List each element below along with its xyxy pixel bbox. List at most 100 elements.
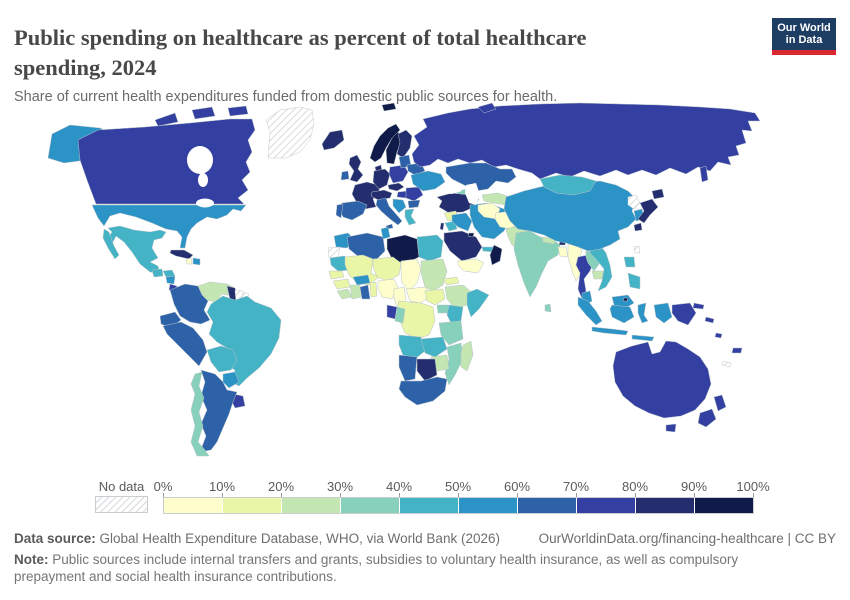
country-liberia[interactable] (336, 288, 353, 300)
country-jordan[interactable] (444, 220, 458, 232)
country-tanzania[interactable] (438, 320, 464, 346)
legend-cell-70-80%[interactable] (577, 498, 636, 513)
country-serbia[interactable] (392, 198, 407, 214)
country-mongolia[interactable] (539, 174, 597, 196)
country-iraq[interactable] (451, 212, 473, 232)
country-south-sudan[interactable] (424, 288, 446, 306)
country-japan[interactable] (651, 188, 665, 200)
country-brunei[interactable] (622, 297, 629, 302)
country-iceland[interactable] (321, 129, 345, 151)
country-guatemala[interactable] (151, 268, 164, 278)
country-australia[interactable] (665, 423, 677, 433)
country-chad[interactable] (400, 258, 422, 292)
country-madagascar[interactable] (460, 340, 474, 372)
country-namibia[interactable] (398, 354, 418, 382)
country-indonesia[interactable] (577, 296, 603, 326)
country-south-africa[interactable] (398, 376, 448, 406)
legend-cell-0-10%[interactable] (164, 498, 223, 513)
country-germany[interactable] (372, 168, 391, 190)
country-brazil[interactable] (206, 295, 282, 387)
country-burkina-faso[interactable] (352, 274, 371, 286)
country-philippines[interactable] (627, 272, 641, 290)
country-vietnam[interactable] (589, 244, 613, 292)
country-botswana[interactable] (416, 358, 438, 382)
country-central-african-republic[interactable] (405, 286, 431, 304)
footer-link[interactable]: OurWorldinData.org/financing-healthcare … (538, 531, 836, 546)
country-new-zealand[interactable] (713, 394, 727, 412)
country-taiwan[interactable] (633, 245, 641, 254)
country-egypt[interactable] (416, 234, 444, 262)
country-paraguay[interactable] (222, 371, 240, 389)
country-colombia[interactable] (169, 283, 211, 325)
country-united-kingdom[interactable] (348, 154, 364, 183)
legend-cell-80-90%[interactable] (636, 498, 695, 513)
legend-cell-50-60%[interactable] (459, 498, 518, 513)
country-cuba[interactable] (169, 249, 194, 260)
country-papua-new-guinea[interactable] (671, 302, 697, 326)
country-yemen[interactable] (457, 258, 485, 274)
country-argentina[interactable] (199, 369, 238, 453)
country-canada[interactable] (77, 118, 256, 205)
country-australia[interactable] (612, 340, 712, 419)
country-mexico[interactable] (107, 225, 167, 275)
legend-cell-40-50%[interactable] (400, 498, 459, 513)
country-indonesia[interactable] (653, 302, 673, 324)
country-portugal[interactable] (335, 203, 344, 219)
owid-logo[interactable]: Our World in Data (772, 18, 836, 55)
country-nigeria[interactable] (377, 278, 399, 300)
country-oman[interactable] (489, 244, 503, 266)
country-new-caledonia[interactable] (721, 360, 732, 368)
country-eritrea[interactable] (442, 276, 460, 286)
country-solomon-islands[interactable] (704, 316, 715, 324)
legend-cell-10-20%[interactable] (223, 498, 282, 513)
country-ukraine[interactable] (410, 170, 446, 192)
country-greenland[interactable] (265, 106, 315, 159)
country-nicaragua[interactable] (165, 275, 176, 285)
country-indonesia[interactable] (591, 326, 629, 336)
legend-cell-60-70%[interactable] (518, 498, 577, 513)
country-norway[interactable] (369, 123, 401, 163)
country-israel[interactable] (439, 222, 445, 231)
country-japan[interactable] (633, 222, 643, 232)
country-uganda[interactable] (436, 304, 450, 314)
country-italy[interactable] (375, 197, 403, 226)
country-kuwait[interactable] (467, 232, 475, 238)
country-benin[interactable] (369, 281, 378, 298)
country-finland[interactable] (396, 129, 413, 159)
country-senegal[interactable] (328, 270, 345, 280)
country-tunisia[interactable] (380, 226, 391, 240)
country-fiji[interactable] (731, 347, 743, 354)
country-norway[interactable] (381, 102, 397, 112)
country-poland[interactable] (388, 164, 409, 184)
legend-cell-30-40%[interactable] (341, 498, 400, 513)
country-canada[interactable] (154, 112, 179, 127)
country-united-states[interactable] (91, 204, 247, 249)
country-canada[interactable] (191, 106, 216, 120)
legend-cell-20-30%[interactable] (282, 498, 341, 513)
country-ireland[interactable] (340, 170, 350, 181)
country-zambia[interactable] (420, 336, 448, 358)
country-bulgaria[interactable] (407, 199, 421, 209)
country-ghana[interactable] (359, 284, 371, 300)
country-kazakhstan[interactable] (445, 162, 517, 192)
country-algeria[interactable] (346, 232, 386, 262)
country-russia[interactable] (411, 102, 761, 180)
country-chile[interactable] (190, 371, 210, 457)
country-czechia[interactable] (387, 182, 405, 192)
country-indonesia[interactable] (609, 304, 635, 324)
country-kenya[interactable] (446, 304, 464, 324)
country-bangladesh[interactable] (557, 246, 569, 258)
country-indonesia[interactable] (637, 302, 649, 324)
country-vanuatu[interactable] (714, 332, 723, 339)
country-congo[interactable] (394, 306, 406, 324)
country-western-sahara[interactable] (327, 246, 341, 259)
country-peru[interactable] (162, 321, 208, 367)
country-mozambique[interactable] (444, 342, 464, 386)
country-north-korea[interactable] (627, 194, 641, 210)
country-sudan[interactable] (420, 258, 448, 292)
legend-cell-90-100%[interactable] (695, 498, 753, 513)
country-dominican-republic[interactable] (192, 257, 201, 266)
country-canada[interactable] (227, 105, 249, 117)
country-mexico[interactable] (102, 228, 120, 260)
country-guinea[interactable] (332, 278, 351, 290)
